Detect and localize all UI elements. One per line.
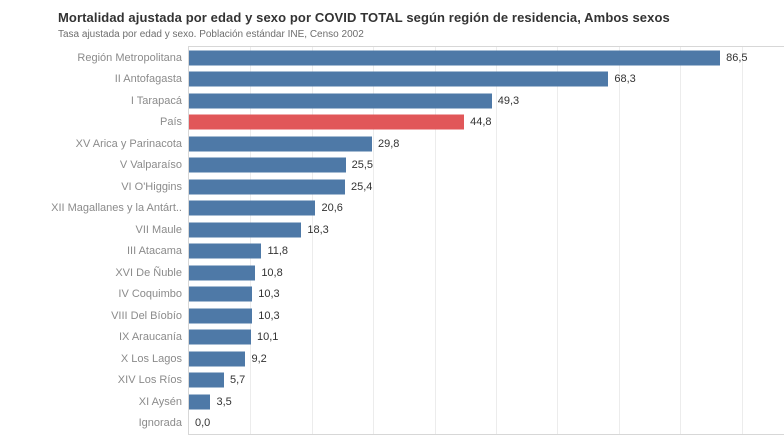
bar-highlighted[interactable] (189, 114, 465, 130)
chart-subtitle: Tasa ajustada por edad y sexo. Población… (58, 29, 364, 40)
chart-row: II Antofagasta 68,3 (115, 69, 784, 91)
category-label: III Atacama (126, 245, 182, 258)
bar[interactable] (189, 71, 609, 87)
chart-row: VI O'Higgins 25,4 (121, 176, 784, 198)
category-label: VII Maule (135, 223, 182, 236)
value-label: 49,3 (497, 94, 520, 107)
category-label: II Antofagasta (114, 73, 182, 86)
gridline (618, 47, 620, 434)
value-label: 11,8 (267, 245, 289, 258)
value-label: 10,8 (261, 266, 283, 279)
bar[interactable] (189, 200, 316, 216)
bar[interactable] (189, 136, 372, 152)
chart-row: XIV Los Ríos 5,7 (118, 370, 784, 392)
value-label: 18,3 (307, 223, 329, 236)
chart-row: I Tarapacá 49,3 (131, 90, 784, 112)
value-label: 86,5 (726, 51, 748, 64)
chart-row: VII Maule 18,3 (136, 219, 784, 241)
bar[interactable] (189, 286, 253, 302)
bar[interactable] (189, 93, 492, 109)
value-label: 25,5 (351, 159, 373, 172)
gridline (557, 47, 559, 434)
bar[interactable] (189, 243, 262, 259)
chart-row: XII Magallanes y la Antárt.. 20,6 (51, 198, 784, 220)
category-label: IX Araucanía (119, 331, 182, 344)
chart-row: IX Araucanía 10,1 (119, 327, 784, 349)
gridline (311, 47, 313, 434)
value-label: 0,0 (195, 417, 211, 430)
category-label: XI Aysén (138, 395, 182, 408)
value-label: 10,1 (257, 331, 279, 344)
chart-row: Ignorada 0,0 (139, 413, 784, 435)
chart-row: Región Metropolitana 86,5 (77, 47, 784, 69)
category-label: XII Magallanes y la Antárt.. (51, 202, 182, 215)
chart-row: XV Arica y Parinacota 29,8 (76, 133, 784, 155)
value-label: 10,3 (258, 288, 280, 301)
gridline (373, 47, 375, 434)
chart-row: XI Aysén 3,5 (139, 391, 784, 413)
category-label: X Los Lagos (120, 352, 182, 365)
value-label: 20,6 (321, 202, 343, 215)
category-label: VI O'Higgins (121, 180, 182, 193)
value-label: 44,8 (470, 116, 492, 129)
category-label: XV Arica y Parinacota (75, 137, 182, 150)
chart-row: III Atacama 11,8 (127, 241, 784, 263)
chart-plot-area: Región Metropolitana 86,5 II Antofagasta 68… (51, 46, 784, 435)
category-label: VIII Del Bíobío (111, 309, 182, 322)
gridline (680, 47, 682, 434)
gridline (496, 47, 498, 434)
bar[interactable] (189, 157, 346, 173)
bar[interactable] (189, 351, 246, 367)
bar-rows-container: Región Metropolitana 86,5 II Antofagasta 68… (51, 47, 784, 435)
category-label: V Valparaíso (119, 159, 182, 172)
bar[interactable] (189, 394, 211, 410)
value-label: 29,8 (377, 137, 400, 150)
chart-row: VIII Del Bíobío 10,3 (111, 305, 784, 327)
chart-row: V Valparaíso 25,5 (120, 155, 784, 177)
value-label: 25,4 (350, 180, 373, 193)
category-label: XVI De Ñuble (115, 266, 182, 279)
bar[interactable] (189, 179, 345, 195)
value-label: 68,3 (614, 73, 636, 86)
category-label: Región Metropolitana (77, 51, 182, 64)
chart-row: IV Coquimbo 10,3 (118, 284, 784, 306)
gridline (741, 47, 743, 434)
category-label: IV Coquimbo (118, 288, 182, 301)
gridline (250, 47, 252, 434)
chart-row: País 44,8 (160, 112, 784, 134)
chart-header: Mortalidad ajustada por edad y sexo por … (58, 9, 774, 41)
bar[interactable] (189, 372, 224, 388)
gridline (434, 47, 436, 434)
category-label: País (159, 116, 182, 129)
chart-row: X Los Lagos 9,2 (121, 348, 784, 370)
bar[interactable] (189, 329, 252, 345)
bar[interactable] (189, 308, 253, 324)
value-label: 3,5 (216, 395, 232, 408)
value-label: 9,2 (251, 352, 267, 365)
bar[interactable] (189, 265, 256, 281)
chart-row: XVI De Ñuble 10,8 (115, 262, 784, 284)
value-label: 5,7 (230, 374, 246, 387)
category-label: XIV Los Ríos (117, 374, 182, 387)
category-label: I Tarapacá (130, 94, 182, 107)
value-label: 10,3 (258, 309, 280, 322)
bar[interactable] (189, 50, 721, 66)
bar[interactable] (189, 222, 302, 238)
category-label: Ignorada (138, 417, 182, 430)
chart-title: Mortalidad ajustada por edad y sexo por … (58, 10, 670, 25)
